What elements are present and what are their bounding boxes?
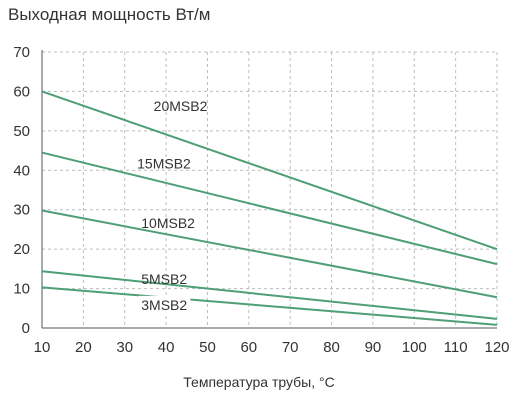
x-tick-label: 100: [402, 339, 427, 356]
label-background: [138, 295, 191, 314]
y-tick-label: 10: [13, 281, 30, 298]
series-line-10msb2: [41, 209, 498, 299]
y-tick-label: 0: [22, 320, 30, 337]
x-tick-label: 30: [116, 339, 133, 356]
series-label-5msb2: 5MSB2: [141, 271, 187, 287]
x-tick-label: 20: [75, 339, 92, 356]
y-tick-label: 40: [13, 162, 30, 179]
series-label-20msb2: 20MSB2: [154, 98, 208, 114]
series-lines: [41, 90, 498, 326]
series-label-3msb2: 3MSB2: [141, 297, 187, 313]
series-label-15msb2: 15MSB2: [137, 155, 191, 171]
series-labels: 20MSB2 15MSB2 10MSB2 5MSB2 3MSB2: [137, 98, 208, 314]
series-label-10msb2: 10MSB2: [141, 215, 195, 231]
x-tick-label: 80: [323, 339, 340, 356]
x-tick-label: 50: [199, 339, 216, 356]
x-tick-labels: 10 20 30 40 50 60 70 80 90 100 110 120: [34, 339, 510, 356]
y-tick-label: 60: [13, 83, 30, 100]
x-tick-label: 90: [365, 339, 382, 356]
x-axis-label: Температура трубы, °C: [183, 374, 334, 390]
x-tick-label: 110: [444, 339, 468, 356]
series-line-5msb2: [41, 270, 498, 320]
y-tick-label: 20: [13, 241, 30, 258]
series-line-15msb2: [41, 151, 498, 266]
x-tick-label: 10: [34, 339, 51, 356]
x-tick-label: 60: [240, 339, 257, 356]
y-tick-label: 50: [13, 123, 30, 140]
y-tick-label: 30: [13, 202, 30, 219]
y-tick-labels: 0 10 20 30 40 50 60 70: [13, 44, 30, 337]
x-tick-label: 70: [282, 339, 299, 356]
grid-lines: [42, 51, 498, 328]
series-line-20msb2: [41, 90, 498, 251]
series-line-3msb2: [41, 286, 498, 326]
y-tick-label: 70: [13, 44, 30, 61]
x-tick-label: 120: [484, 339, 509, 356]
x-tick-label: 40: [158, 339, 175, 356]
axes: [41, 50, 497, 329]
chart-title: Выходная мощность Вт/м: [8, 5, 210, 24]
